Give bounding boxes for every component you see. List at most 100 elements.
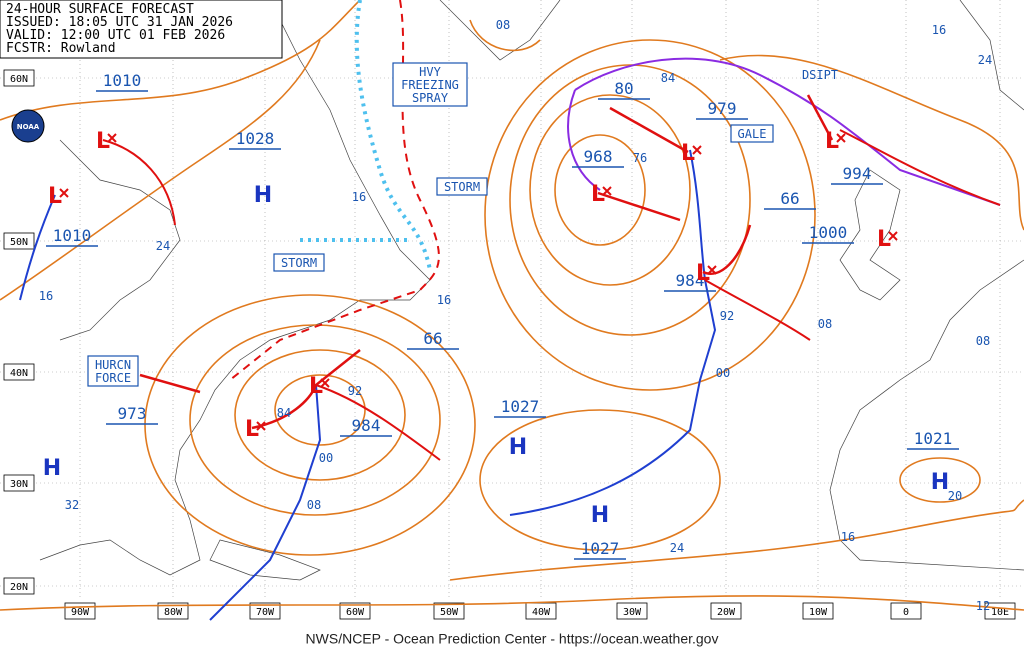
fronts	[19, 0, 1001, 621]
occluded-front	[567, 89, 601, 191]
longitude-label: 40W	[532, 607, 551, 618]
low-center: L	[825, 129, 839, 154]
label-box	[249, 602, 281, 620]
arrow	[139, 373, 201, 394]
label-box	[616, 602, 648, 620]
pressure-label: 1028	[236, 129, 275, 148]
high-center: H	[931, 470, 949, 495]
label-box	[157, 602, 189, 620]
cold-front	[509, 149, 717, 516]
isobar	[0, 39, 321, 301]
latitude-label: 50N	[10, 237, 28, 248]
low-center: L	[309, 374, 323, 399]
label-box	[3, 69, 35, 87]
pressure-label: 80	[614, 79, 633, 98]
isobar	[0, 0, 361, 121]
pressure-label: 973	[118, 404, 147, 423]
label-box	[710, 602, 742, 620]
latitude-label: 60N	[10, 74, 28, 85]
header-line: 24-HOUR SURFACE FORECAST	[6, 2, 194, 17]
footer-band	[0, 628, 1024, 652]
pressure-label: 979	[708, 99, 737, 118]
high-center: H	[591, 503, 609, 528]
isobar	[479, 409, 721, 551]
isobar-label: 24	[670, 541, 684, 555]
arrow	[597, 191, 681, 222]
latitude-label: 40N	[10, 368, 28, 379]
isobar-label: 24	[978, 53, 992, 67]
low-position	[602, 186, 612, 196]
warm-front	[315, 384, 441, 461]
longitude-label: 90W	[71, 607, 90, 618]
header-line: FCSTR: Rowland	[6, 41, 116, 56]
isobar	[719, 54, 1024, 231]
low-position	[320, 378, 330, 388]
high-center: H	[254, 183, 272, 208]
label-box	[3, 577, 35, 595]
isobar-label: 20	[948, 489, 962, 503]
warm-front	[839, 129, 1001, 206]
isobar-label: 24	[156, 239, 170, 253]
pressure-label: 968	[584, 147, 613, 166]
box-text: STORM	[281, 256, 317, 270]
low-position	[836, 133, 846, 143]
low-position	[692, 145, 702, 155]
text-box	[730, 124, 774, 143]
longitude-label: 10E	[991, 607, 1009, 618]
isobar	[554, 134, 646, 246]
header-box: 24-HOUR SURFACE FORECAST ISSUED: 18:05 U…	[0, 0, 283, 59]
box-text: HVY	[419, 65, 441, 79]
arrow	[609, 106, 689, 154]
latitude-label: 30N	[10, 479, 28, 490]
longitude-label: 0	[903, 607, 909, 618]
isobar-label: 16	[932, 23, 946, 37]
longitude-label: 10W	[809, 607, 828, 618]
pressure-label: 984	[352, 416, 381, 435]
isobar-label: 92	[348, 384, 362, 398]
isobar-label: 16	[352, 190, 366, 204]
isobar-label: 16	[39, 289, 53, 303]
coastline	[59, 139, 181, 341]
coastlines	[39, 0, 1024, 581]
label-box	[433, 602, 465, 620]
isobars	[0, 0, 1024, 611]
isobar-label: 84	[661, 71, 675, 85]
warm-front	[704, 279, 811, 341]
pressure-label: 1000	[809, 223, 848, 242]
pressure-label: 1027	[501, 397, 540, 416]
header-line: ISSUED: 18:05 UTC 31 JAN 2026	[6, 15, 233, 30]
logo-text: NOAA	[17, 123, 40, 131]
label-box	[890, 602, 922, 620]
low-position	[707, 265, 717, 275]
isobar-label: 00	[716, 366, 730, 380]
longitude-label: 70W	[256, 607, 275, 618]
pressure-label: 1027	[581, 539, 620, 558]
isobar	[274, 374, 366, 446]
arrow	[806, 94, 834, 141]
low-center: L	[96, 129, 110, 154]
isobar-label: 00	[319, 451, 333, 465]
longitude-label: 50W	[440, 607, 459, 618]
high-center: H	[509, 435, 527, 460]
box-text: HURCN	[95, 358, 131, 372]
low-center: L	[696, 261, 710, 286]
coastline	[959, 0, 1024, 111]
isobar-label: 92	[720, 309, 734, 323]
isobar	[484, 39, 816, 391]
footer: NWS/NCEP - Ocean Prediction Center - htt…	[306, 631, 719, 647]
isobar-label: 32	[65, 498, 79, 512]
longitude-label: 60W	[346, 607, 365, 618]
freezing-spray-limit	[229, 0, 440, 381]
low-position	[888, 231, 898, 241]
high-center: H	[43, 456, 61, 481]
text-box	[436, 177, 488, 196]
pressure-label: 994	[843, 164, 872, 183]
isobar-label: 08	[496, 18, 510, 32]
low-center: L	[245, 417, 259, 442]
longitude-label: 80W	[164, 607, 183, 618]
label-box	[802, 602, 834, 620]
low-center: L	[591, 182, 605, 207]
warm-front	[102, 139, 176, 226]
isobar-label: 76	[633, 151, 647, 165]
